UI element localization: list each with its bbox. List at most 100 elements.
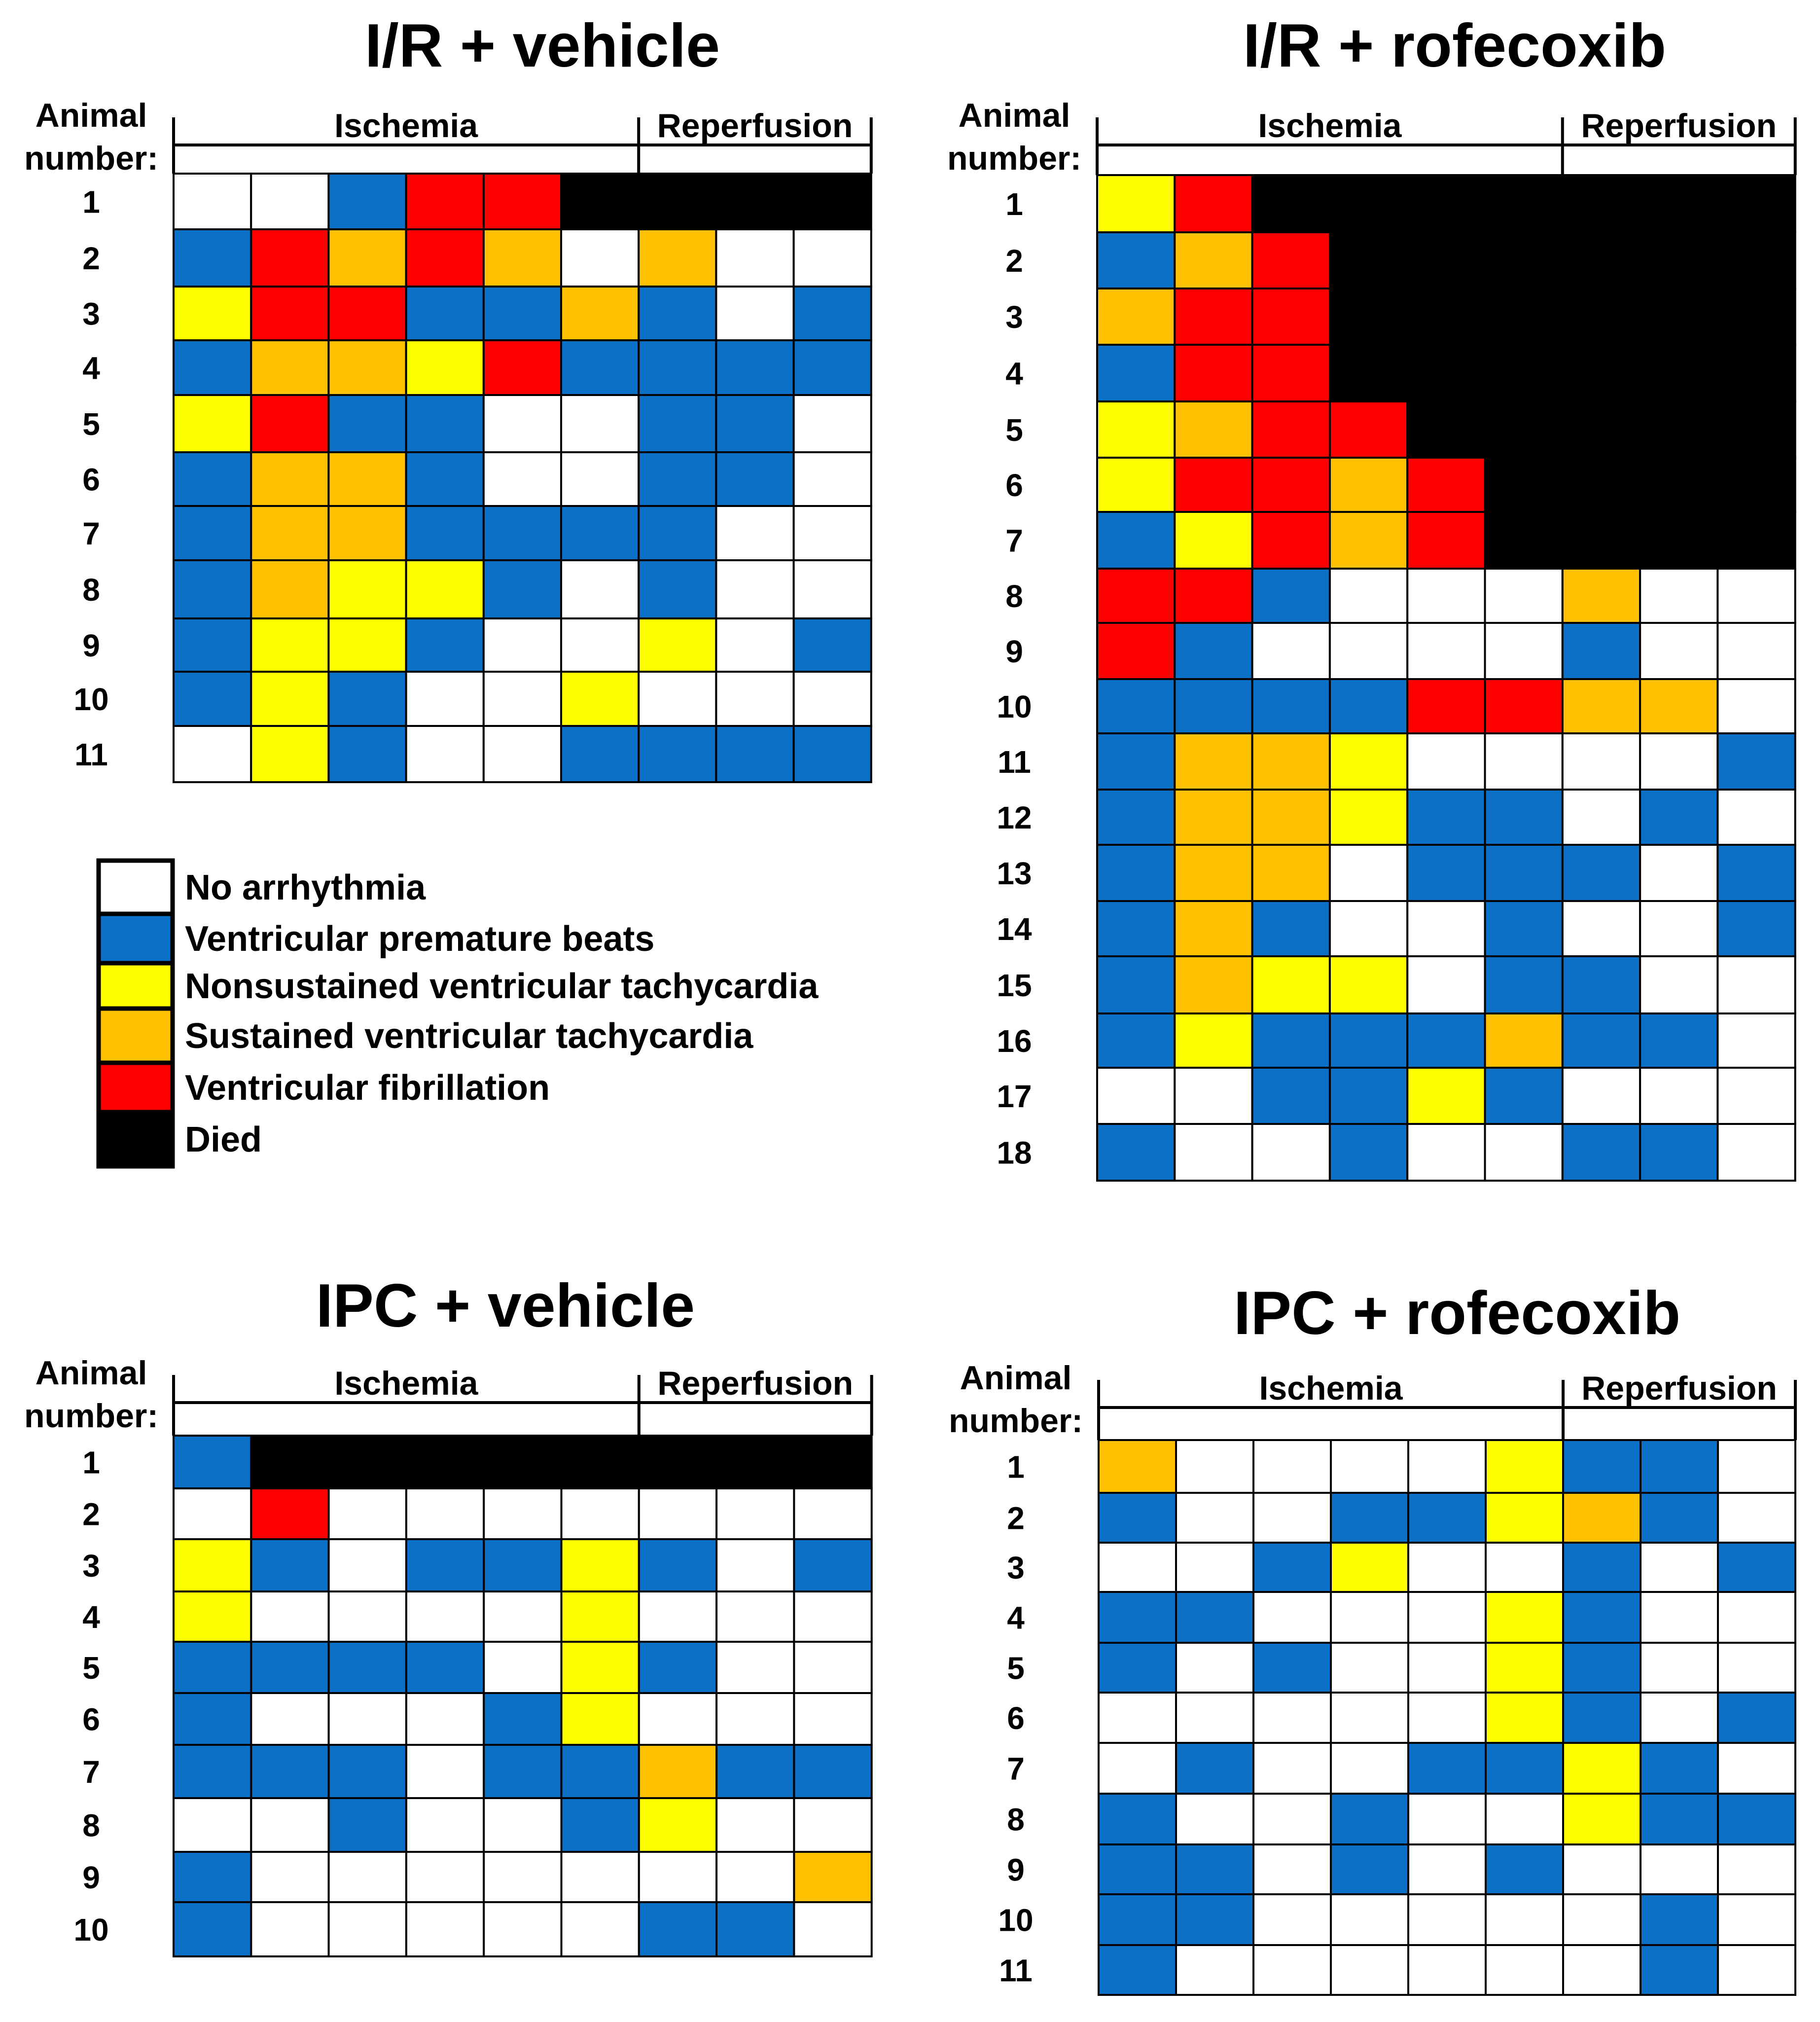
cell-V — [482, 559, 562, 619]
cell-V — [560, 505, 640, 561]
cell-Y — [173, 1538, 252, 1592]
cell-N — [405, 671, 485, 727]
animal-number: 5 — [82, 1650, 100, 1686]
animal-number: 11 — [74, 737, 108, 772]
cell-V — [173, 451, 252, 507]
cell-N — [715, 617, 795, 673]
cell-V — [173, 1641, 252, 1694]
cell-N — [482, 451, 562, 507]
cell-V — [715, 394, 795, 453]
cell-V — [560, 725, 640, 783]
cell-F — [405, 173, 485, 230]
cell-V — [250, 1538, 330, 1592]
cell-N — [1485, 1793, 1564, 1845]
panel-4: IPC + rofecoxib Animal number: Ischemia Repe… — [949, 1279, 1797, 1996]
cell-N — [1328, 622, 1409, 680]
cell-N — [1639, 1067, 1719, 1125]
cell-S — [1174, 400, 1253, 459]
animal-number: 2 — [1007, 1501, 1025, 1536]
cell-N — [250, 1797, 330, 1853]
cell-Y — [1485, 1492, 1564, 1544]
cell-N — [715, 505, 795, 561]
cell-Y — [638, 1797, 718, 1853]
animal-number: 6 — [1007, 1700, 1025, 1736]
cell-V — [1562, 1642, 1642, 1694]
cell-V — [1098, 1642, 1177, 1694]
cell-V — [1330, 1793, 1409, 1845]
cell-V — [327, 173, 407, 230]
cell-N — [1407, 1542, 1487, 1593]
cell-N — [250, 1851, 330, 1903]
cell-S — [1251, 844, 1331, 902]
cell-N — [482, 725, 562, 783]
cell-S — [1328, 511, 1409, 570]
cell-Y — [173, 394, 252, 453]
cell-S — [1174, 844, 1253, 902]
cell-V — [1484, 900, 1564, 957]
cell-N — [1716, 568, 1796, 624]
cell-N — [483, 1901, 563, 1957]
cell-V — [173, 228, 252, 288]
cell-N — [327, 1590, 407, 1643]
cell-N — [1252, 1742, 1332, 1795]
cell-N — [1328, 568, 1409, 624]
cell-N — [715, 286, 795, 341]
cell-N — [792, 394, 872, 453]
cell-V — [405, 1641, 485, 1694]
animal-number: 10 — [73, 682, 108, 717]
animal-header-line1: Animal — [36, 1354, 147, 1392]
animal-number: 5 — [1005, 412, 1023, 448]
cell-F — [250, 1487, 330, 1540]
cell-V — [792, 339, 872, 396]
cell-N — [1252, 1692, 1332, 1744]
cell-V — [1561, 1123, 1642, 1182]
cell-V — [327, 671, 407, 727]
cell-V — [1406, 844, 1486, 902]
cell-N — [173, 173, 252, 230]
cell-N — [1406, 568, 1486, 624]
cell-S — [638, 1744, 718, 1799]
cell-S — [327, 228, 407, 288]
cell-N — [715, 1797, 795, 1853]
animal-number: 15 — [997, 968, 1032, 1003]
cell-V — [1098, 1492, 1177, 1544]
cell-V — [173, 1435, 252, 1489]
cell-V — [1096, 844, 1176, 902]
legend-swatch-D — [96, 1110, 175, 1169]
cell-Y — [1174, 511, 1253, 570]
legend-label: Died — [185, 1120, 262, 1159]
animal-number: 4 — [82, 351, 100, 386]
cell-N — [560, 1487, 640, 1540]
legend-item: Ventricular fibrillation — [96, 1060, 550, 1115]
cell-V — [1562, 1692, 1642, 1744]
cell-S — [1328, 457, 1409, 513]
animal-number: 13 — [997, 856, 1032, 891]
cell-Y — [1485, 1642, 1564, 1694]
cell-N — [483, 1641, 563, 1694]
cell-V — [173, 671, 252, 727]
cell-V — [1251, 900, 1331, 957]
animal-number: 3 — [1007, 1550, 1025, 1586]
cell-V — [638, 339, 717, 396]
cell-N — [1098, 1742, 1177, 1795]
cell-N — [1639, 844, 1719, 902]
cell-N — [1406, 900, 1486, 957]
animal-number: 4 — [1007, 1600, 1025, 1636]
cell-N — [1330, 1642, 1409, 1694]
animal-number: 10 — [997, 689, 1032, 724]
cell-F — [250, 286, 330, 341]
cell-N — [1562, 1893, 1642, 1946]
cell-N — [405, 1744, 485, 1799]
cell-N — [1716, 622, 1796, 680]
cell-Y — [1328, 955, 1409, 1014]
cell-N — [1485, 1542, 1564, 1593]
cell-N — [1175, 1793, 1254, 1845]
cell-V — [1639, 1123, 1719, 1182]
animal-number: 10 — [73, 1912, 108, 1948]
cell-V — [1328, 1123, 1409, 1182]
cell-V — [1252, 1542, 1332, 1593]
cell-N — [1174, 1123, 1253, 1182]
cell-N — [560, 617, 640, 673]
cell-V — [327, 725, 407, 783]
cell-N — [1716, 678, 1796, 734]
